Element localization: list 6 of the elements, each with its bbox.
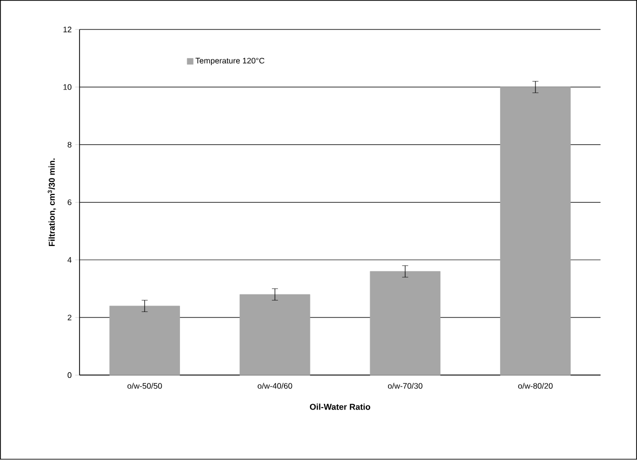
bar bbox=[109, 306, 180, 376]
bar bbox=[240, 294, 310, 376]
bar bbox=[500, 87, 571, 376]
bar bbox=[370, 271, 440, 376]
y-axis-title: Filtration, cm$^{3}$/30 min. bbox=[48, 158, 56, 246]
x-axis-title: Oil-Water Ratio bbox=[310, 404, 370, 410]
